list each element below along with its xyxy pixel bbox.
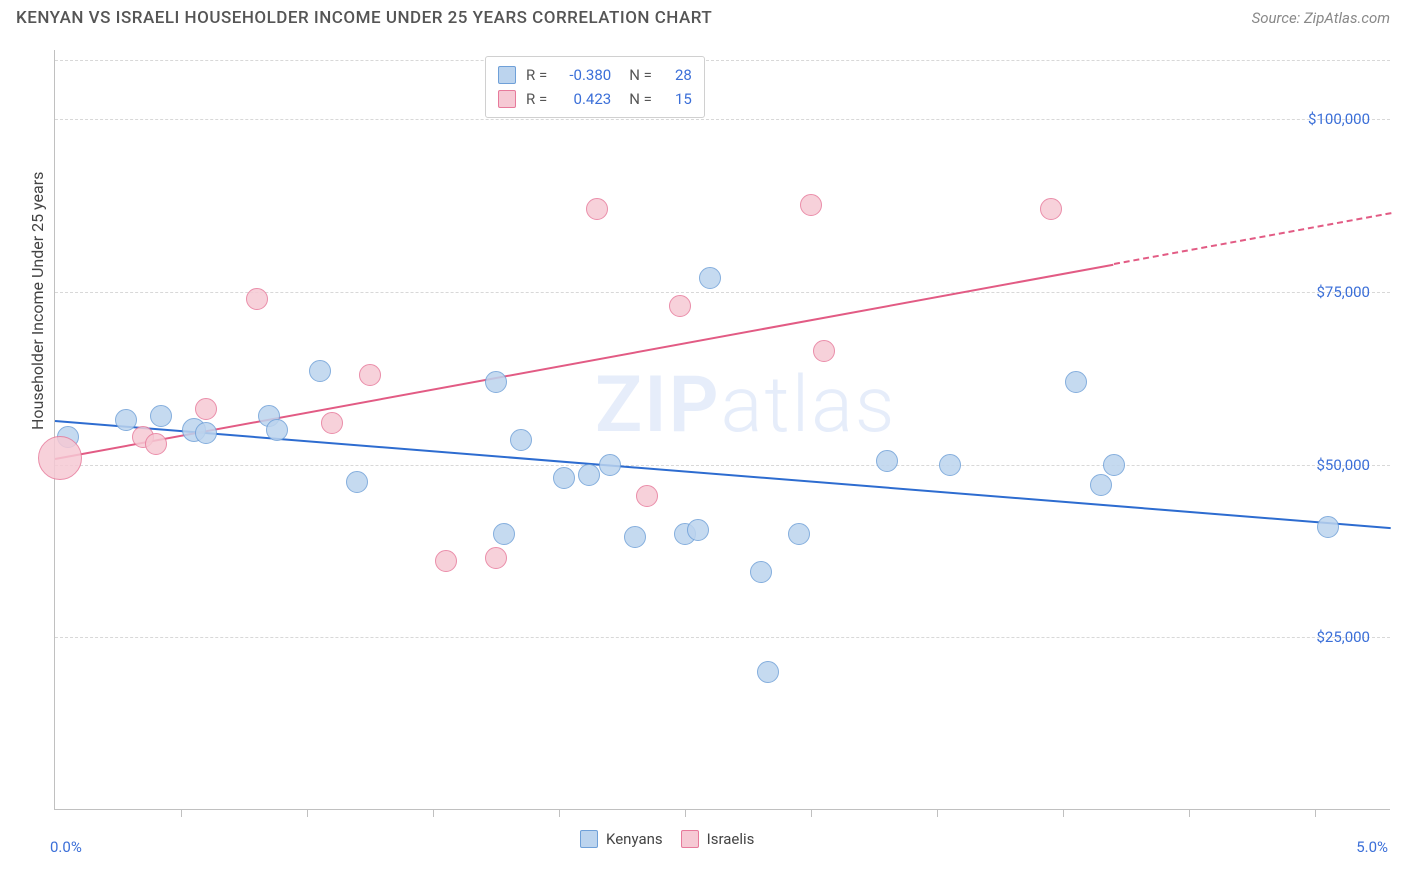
x-tick: [1189, 809, 1190, 817]
x-tick: [937, 809, 938, 817]
x-tick: [1315, 809, 1316, 817]
legend-label: Israelis: [707, 830, 755, 848]
x-tick: [181, 809, 182, 817]
data-point: [813, 340, 835, 362]
trend-line: [1114, 212, 1392, 265]
trend-line: [55, 420, 1391, 529]
legend-label: Kenyans: [606, 830, 663, 848]
data-point: [321, 412, 343, 434]
data-point: [599, 454, 621, 476]
chart-title: KENYAN VS ISRAELI HOUSEHOLDER INCOME UND…: [16, 8, 712, 28]
data-point: [38, 436, 82, 480]
data-point: [586, 198, 608, 220]
data-point: [309, 360, 331, 382]
data-point: [1090, 474, 1112, 496]
data-point: [145, 433, 167, 455]
chart-header: KENYAN VS ISRAELI HOUSEHOLDER INCOME UND…: [0, 0, 1406, 36]
data-point: [687, 519, 709, 541]
y-tick-label: $25,000: [1316, 628, 1370, 646]
data-point: [266, 419, 288, 441]
legend-item: Israelis: [681, 830, 755, 848]
series-swatch: [681, 830, 699, 848]
data-point: [669, 295, 691, 317]
data-point: [195, 398, 217, 420]
data-point: [435, 550, 457, 572]
data-point: [876, 450, 898, 472]
data-point: [1040, 198, 1062, 220]
watermark: ZIPatlas: [595, 360, 896, 451]
grid-line: [55, 119, 1390, 120]
y-tick-label: $50,000: [1316, 456, 1370, 474]
series-swatch: [498, 90, 516, 108]
scatter-chart: ZIPatlas $25,000 $50,000 $75,000 $100,000 R …: [54, 50, 1390, 810]
data-point: [624, 526, 646, 548]
x-tick: [307, 809, 308, 817]
stats-row: R = 0.423 N = 15: [498, 87, 692, 111]
data-point: [750, 561, 772, 583]
data-point: [195, 422, 217, 444]
data-point: [553, 467, 575, 489]
x-tick: [685, 809, 686, 817]
grid-line: [55, 637, 1390, 638]
legend-item: Kenyans: [580, 830, 663, 848]
x-tick: [811, 809, 812, 817]
x-axis-min-label: 0.0%: [50, 838, 82, 856]
series-legend: Kenyans Israelis: [580, 830, 754, 848]
data-point: [800, 194, 822, 216]
data-point: [493, 523, 515, 545]
n-value: 15: [662, 90, 692, 108]
x-tick: [1063, 809, 1064, 817]
r-value: -0.380: [557, 66, 611, 84]
data-point: [346, 471, 368, 493]
n-label: N =: [629, 90, 652, 108]
n-value: 28: [662, 66, 692, 84]
y-axis-title: Householder Income Under 25 years: [28, 172, 47, 430]
x-axis-max-label: 5.0%: [1356, 838, 1388, 856]
data-point: [485, 547, 507, 569]
y-tick-label: $100,000: [1308, 110, 1370, 128]
data-point: [485, 371, 507, 393]
data-point: [115, 409, 137, 431]
data-point: [939, 454, 961, 476]
stats-row: R = -0.380 N = 28: [498, 63, 692, 87]
data-point: [359, 364, 381, 386]
source-attribution: Source: ZipAtlas.com: [1252, 9, 1390, 27]
data-point: [1103, 454, 1125, 476]
grid-line: [55, 60, 1390, 61]
data-point: [1065, 371, 1087, 393]
x-tick: [433, 809, 434, 817]
r-label: R =: [526, 66, 547, 84]
grid-line: [55, 465, 1390, 466]
data-point: [246, 288, 268, 310]
data-point: [788, 523, 810, 545]
data-point: [699, 267, 721, 289]
n-label: N =: [629, 66, 652, 84]
stats-legend: R = -0.380 N = 28 R = 0.423 N = 15: [485, 56, 705, 118]
data-point: [510, 429, 532, 451]
r-value: 0.423: [557, 90, 611, 108]
x-tick: [559, 809, 560, 817]
data-point: [578, 464, 600, 486]
data-point: [1317, 516, 1339, 538]
data-point: [757, 661, 779, 683]
r-label: R =: [526, 90, 547, 108]
series-swatch: [498, 66, 516, 84]
data-point: [150, 405, 172, 427]
y-tick-label: $75,000: [1316, 283, 1370, 301]
series-swatch: [580, 830, 598, 848]
data-point: [636, 485, 658, 507]
